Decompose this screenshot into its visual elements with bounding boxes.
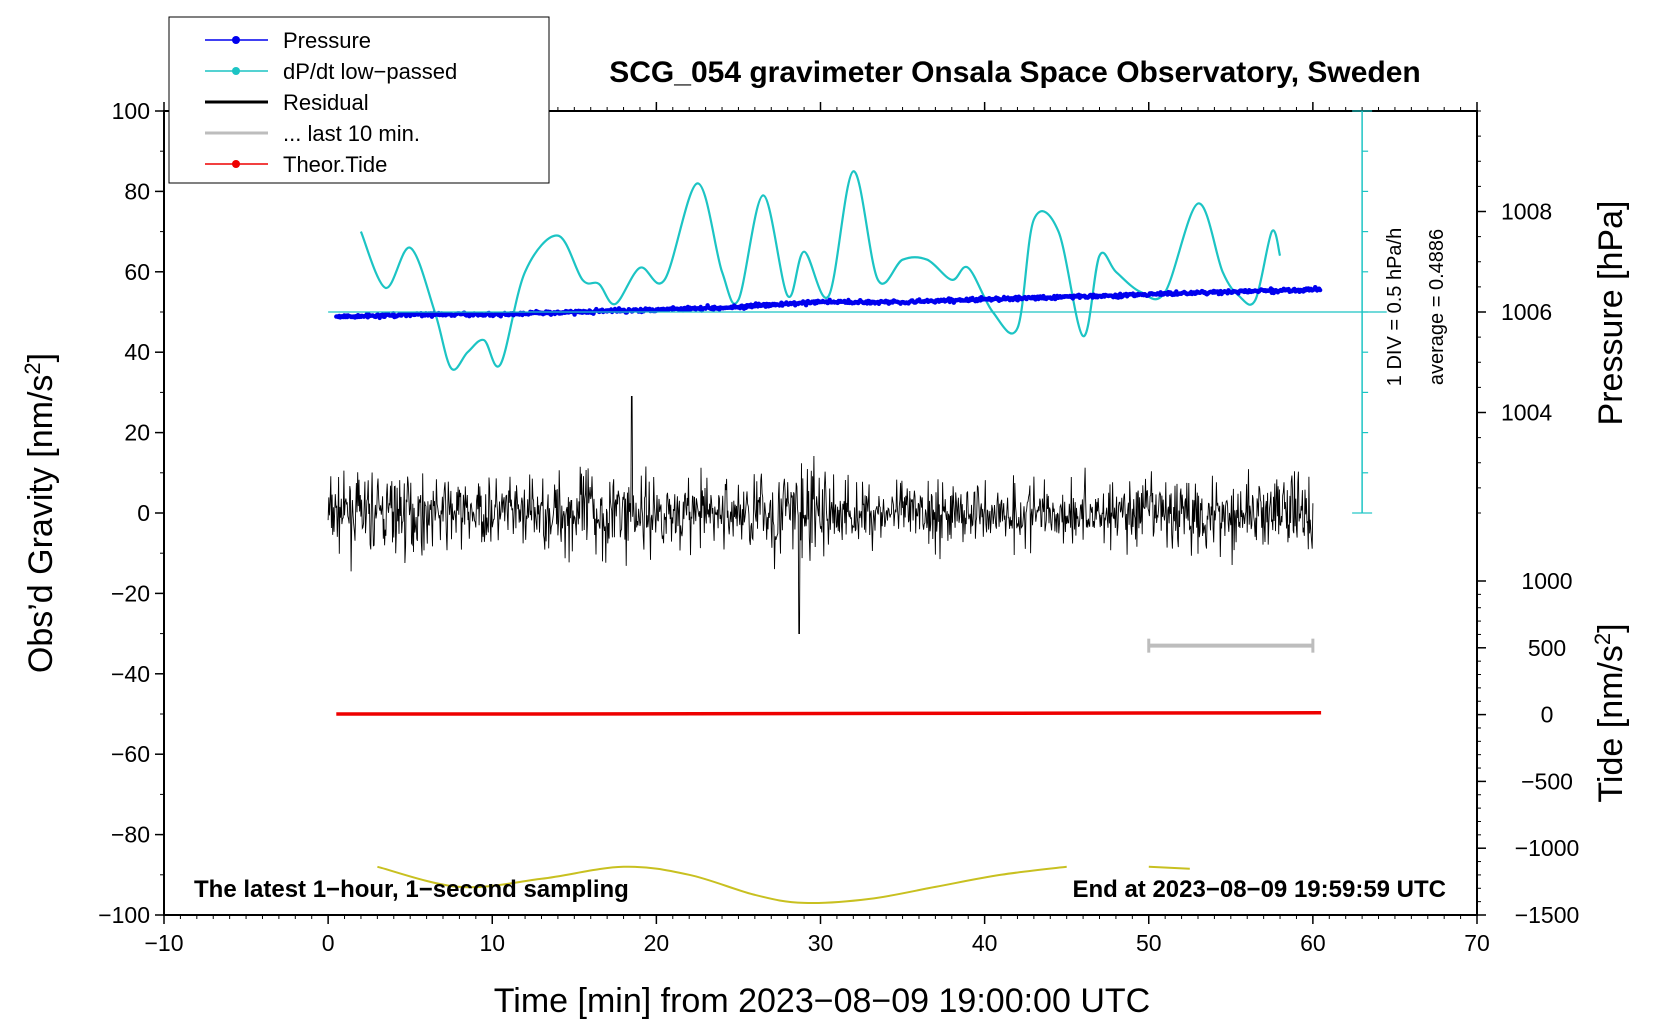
dpdt-scale — [328, 110, 1387, 514]
pressure-point — [803, 303, 809, 308]
tide-series — [336, 711, 1322, 716]
y-tick-label: 20 — [124, 420, 150, 446]
pressure-series — [334, 285, 1323, 321]
pressure-point — [572, 312, 577, 317]
y-tick-label: 60 — [124, 259, 150, 285]
tide-axis-title: Tide [nm/s2] — [1590, 623, 1631, 802]
y-tick-label: 40 — [124, 339, 150, 365]
y-tick-label: −80 — [111, 822, 150, 848]
y-tick-label: −100 — [98, 902, 150, 928]
tide-tick-label: −500 — [1521, 768, 1573, 794]
pressure-tick-label: 1008 — [1501, 199, 1552, 225]
tide-axis-title-sup: 2 — [1590, 633, 1615, 645]
tide-axis-title-main: Tide [nm/s — [1592, 645, 1630, 802]
pressure-axis-title: Pressure [hPa] — [1592, 201, 1630, 426]
y-tick-label: 0 — [137, 500, 150, 526]
x-tick-label: 50 — [1136, 930, 1162, 956]
end-time-note: End at 2023−08−09 19:59:59 UTC — [1072, 876, 1446, 903]
tide-tick-label: 500 — [1528, 635, 1566, 661]
y-tick-label: 100 — [112, 98, 150, 124]
pressure-point — [1317, 287, 1323, 293]
dpdt-average-label: average = 0.4886 — [1426, 229, 1448, 385]
y-axis-title-end: ] — [22, 353, 60, 362]
tide-curve-segment — [1148, 865, 1190, 870]
x-tick-label: 10 — [479, 930, 505, 956]
y-tick-label: −20 — [111, 580, 150, 606]
x-tick-label: 70 — [1464, 930, 1490, 956]
legend-marker-pressure — [232, 36, 240, 44]
x-tick-label: 20 — [644, 930, 670, 956]
tide-tick-label: 1000 — [1521, 568, 1572, 594]
legend: Pressure dP/dt low−passed Residual ... l… — [168, 16, 550, 184]
y-tick-label: −40 — [111, 661, 150, 687]
x-tick-label: 0 — [322, 930, 335, 956]
tide-tick-label: −1500 — [1515, 902, 1580, 928]
legend-label-dpdt: dP/dt low−passed — [283, 59, 457, 84]
legend-marker-dpdt — [232, 67, 240, 75]
legend-label-tide: Theor.Tide — [283, 152, 387, 177]
legend-box — [168, 16, 550, 184]
y-axis-title-sup: 2 — [20, 362, 45, 374]
x-tick-label: 40 — [972, 930, 998, 956]
residual-series — [327, 395, 1314, 635]
chart-title: SCG_054 gravimeter Onsala Space Observat… — [609, 56, 1421, 89]
tide-curve-segment — [377, 865, 1067, 905]
axis-ticks: −10 0 10 20 30 40 50 60 70−100−80−60−40−20020406… — [98, 98, 1579, 956]
legend-label-last10: ... last 10 min. — [283, 121, 420, 146]
dpdt-scale-label: 1 DIV = 0.5 hPa/h — [1384, 228, 1406, 386]
pressure-tick-label: 1004 — [1501, 400, 1552, 426]
tide-axis-title-end: ] — [1592, 623, 1630, 632]
y-axis-title: Obs’d Gravity [nm/s2] — [20, 353, 61, 673]
legend-marker-tide — [232, 160, 240, 168]
legend-label-residual: Residual — [283, 90, 369, 115]
x-tick-label: 60 — [1300, 930, 1326, 956]
sampling-note: The latest 1−hour, 1−second sampling — [194, 876, 629, 903]
x-tick-label: −10 — [144, 930, 183, 956]
tide-tick-label: −1000 — [1515, 835, 1580, 861]
x-tick-label: 30 — [808, 930, 834, 956]
y-axis-title-main: Obs’d Gravity [nm/s — [22, 375, 60, 674]
dpdt-series — [359, 170, 1282, 371]
y-tick-label: −60 — [111, 741, 150, 767]
legend-label-pressure: Pressure — [283, 28, 371, 53]
data-series — [327, 170, 1323, 905]
y-tick-label: 80 — [124, 178, 150, 204]
pressure-tick-label: 1006 — [1501, 299, 1552, 325]
tide-tick-label: 0 — [1541, 702, 1554, 728]
x-axis-title: Time [min] from 2023−08−09 19:00:00 UTC — [494, 982, 1150, 1020]
